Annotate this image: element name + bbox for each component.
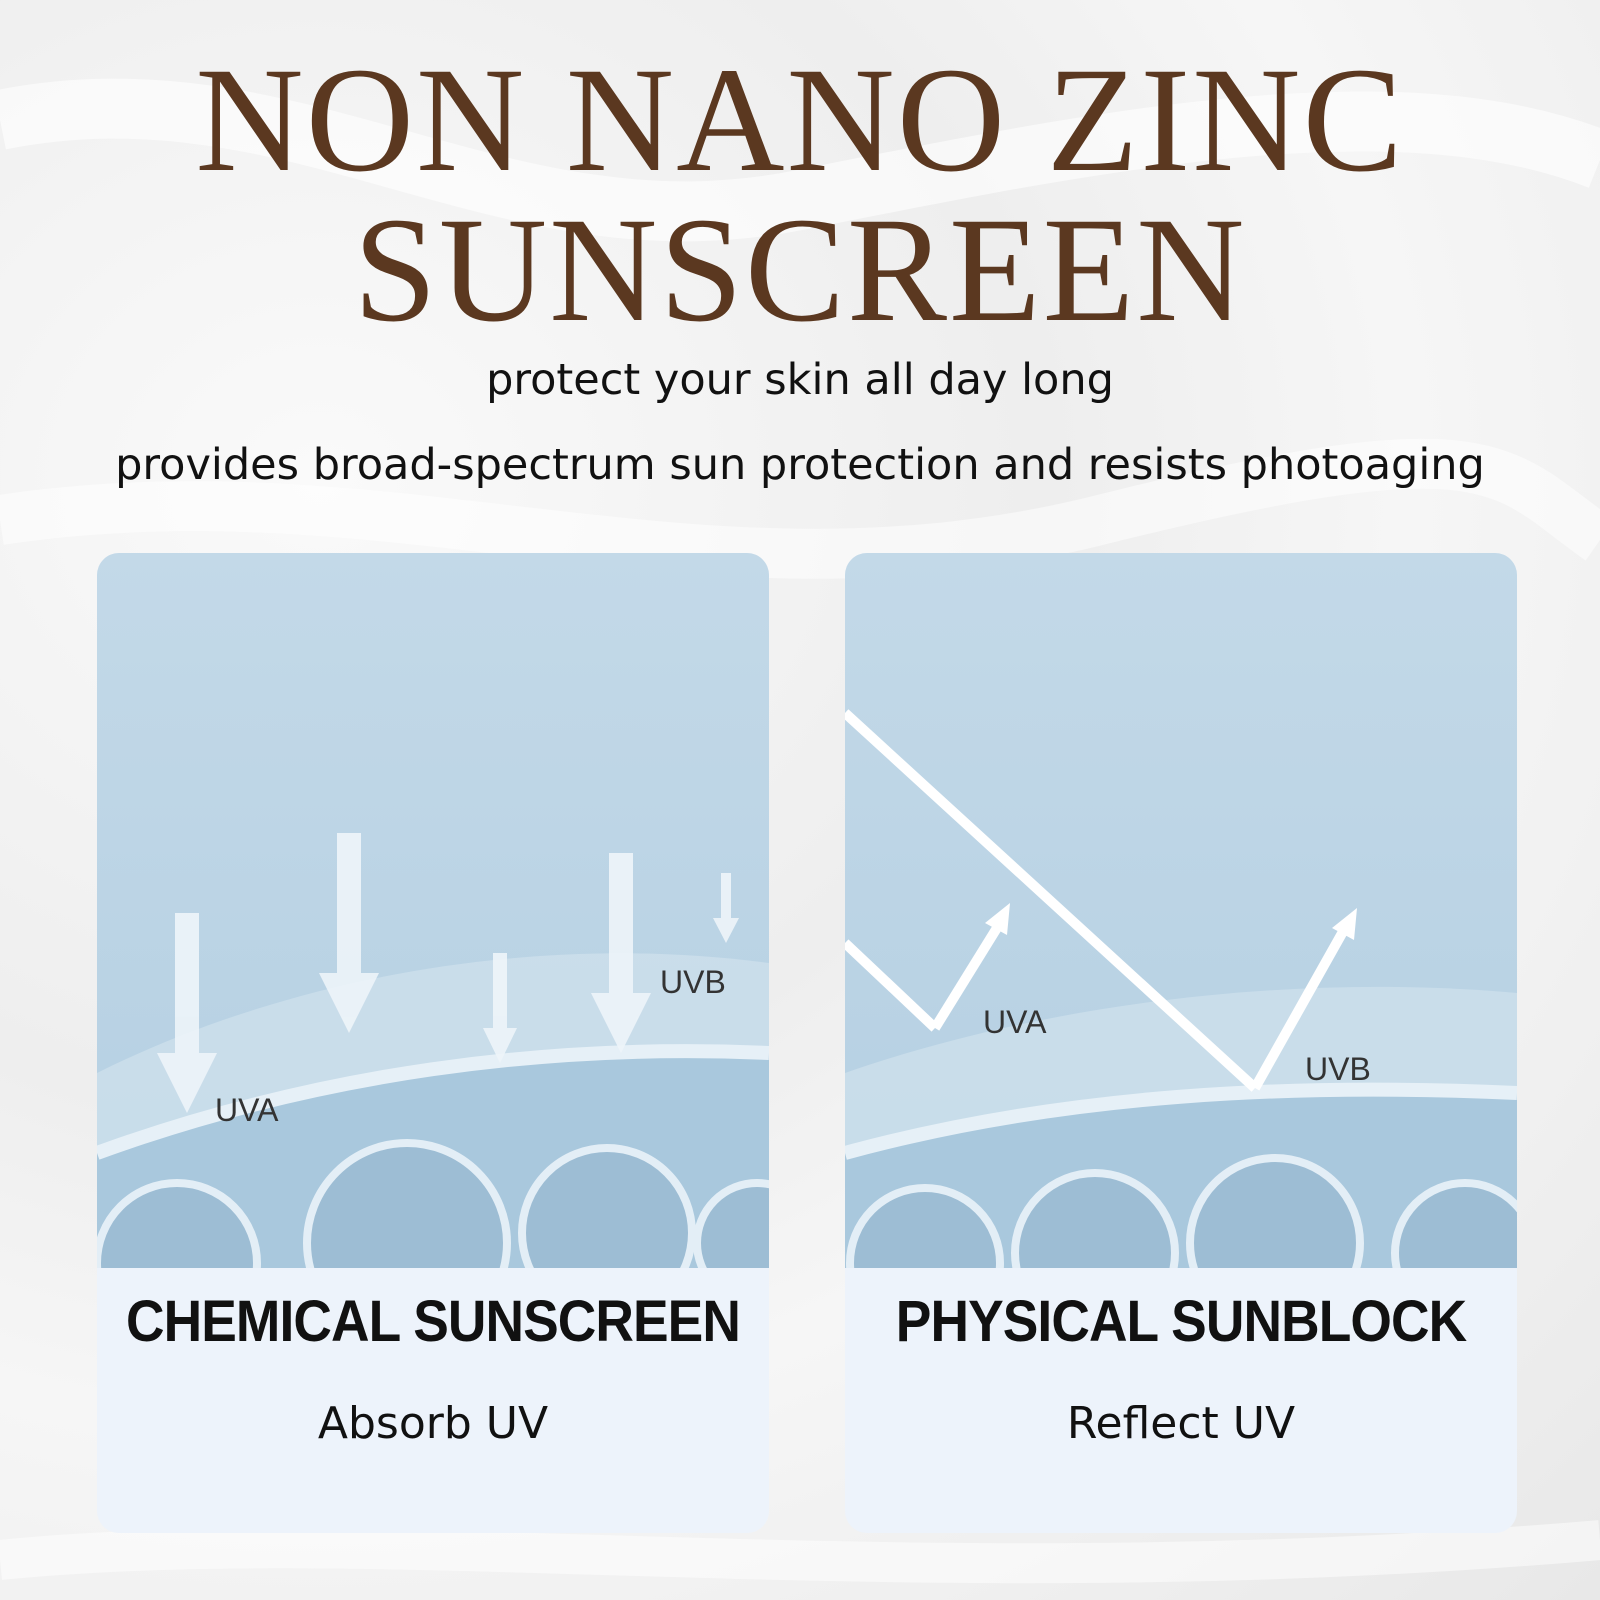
uva-label: UVA xyxy=(215,1092,279,1128)
card-title: PHYSICAL SUNBLOCK xyxy=(895,1289,1467,1354)
rays-reflected-illustration: UVA UVB xyxy=(845,553,1517,1268)
subtitle-protect: protect your skin all day long xyxy=(486,355,1114,405)
arrows-absorbed-illustration: UVA UVB xyxy=(97,553,769,1268)
uva-label: UVA xyxy=(983,1004,1047,1040)
card-subtitle: Absorb UV xyxy=(317,1398,549,1449)
chemical-sunscreen-card: UVA UVB CHEMICAL SUNSCREEN Absorb UV xyxy=(97,553,769,1533)
subtitle-broad-spectrum: provides broad-spectrum sun protection a… xyxy=(115,440,1485,490)
page-title-line2: SUNSCREEN xyxy=(353,187,1247,353)
uvb-label: UVB xyxy=(1305,1051,1371,1087)
uvb-label: UVB xyxy=(660,964,726,1000)
page-title-line1: NON NANO ZINC xyxy=(195,37,1405,203)
card-subtitle: Reflect UV xyxy=(1066,1398,1296,1449)
physical-sunblock-card: UVA UVB PHYSICAL SUNBLOCK Reflect UV xyxy=(845,553,1517,1533)
card-title: CHEMICAL SUNSCREEN xyxy=(126,1289,741,1354)
